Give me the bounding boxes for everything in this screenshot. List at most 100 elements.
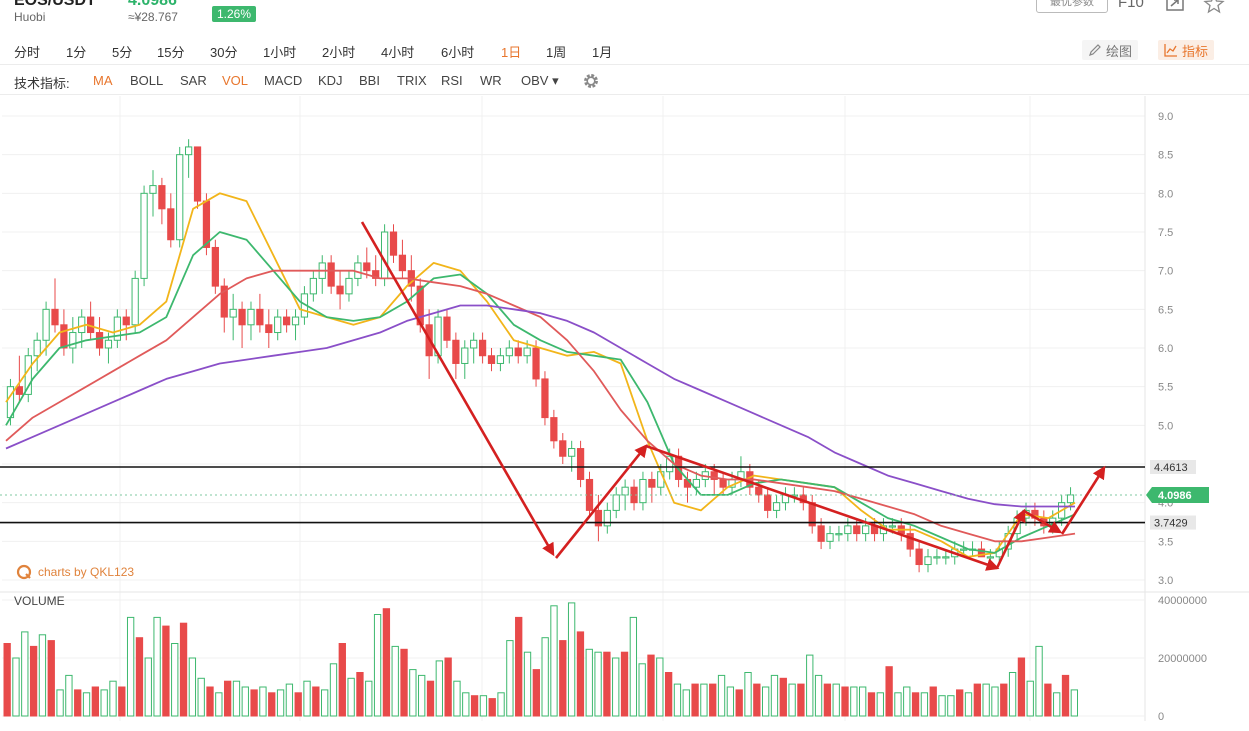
timeframe-tab[interactable]: 分时 — [14, 45, 41, 60]
volume-bar — [444, 657, 452, 717]
timeframe-tab[interactable]: 1月 — [592, 45, 613, 60]
volume-bar — [391, 645, 399, 717]
volume-bar — [171, 643, 179, 717]
best-params-button[interactable]: 最优参数 — [1036, 0, 1108, 13]
indicator-tab[interactable]: VOL — [222, 73, 249, 88]
candle-body — [924, 556, 932, 566]
f10-button[interactable]: F10 — [1118, 0, 1144, 11]
indicator-tab[interactable]: BOLL — [130, 73, 164, 88]
volume-bar — [1070, 689, 1078, 717]
candle-body — [514, 347, 522, 357]
star-icon[interactable] — [1203, 0, 1225, 14]
exchange-name: Huobi — [14, 10, 46, 24]
timeframe-tab[interactable]: 4小时 — [381, 45, 415, 60]
indicator-tab[interactable]: MA — [93, 73, 113, 88]
candle-body — [443, 316, 451, 341]
volume-bar — [515, 616, 523, 717]
candle-body — [942, 556, 950, 559]
indicator-tab[interactable]: SAR — [180, 73, 207, 88]
timeframe-tab[interactable]: 1分 — [66, 45, 87, 60]
candle-body — [862, 525, 870, 535]
volume-bar — [929, 686, 937, 717]
candle-body — [719, 478, 727, 488]
candle-body — [764, 494, 772, 511]
volume-bar — [991, 686, 999, 717]
volume-bar — [215, 692, 223, 717]
volume-bar — [726, 686, 735, 717]
draw-label: 绘图 — [1106, 43, 1133, 59]
volume-bar — [479, 695, 488, 717]
volume-bar — [144, 657, 152, 717]
candle-body — [193, 146, 202, 202]
draw-tool-button[interactable]: 绘图 — [1082, 40, 1139, 60]
indicator-tab[interactable]: OBV ▾ — [521, 73, 559, 88]
timeframe-tab[interactable]: 1周 — [546, 45, 567, 60]
candle-body — [835, 533, 843, 536]
price-axis-tick: 5.5 — [1158, 382, 1173, 394]
volume-bar — [3, 643, 11, 717]
volume-bar — [373, 614, 382, 717]
volume-bar — [259, 686, 267, 717]
timeframe-tab[interactable]: 6小时 — [441, 45, 475, 60]
volume-bar — [303, 680, 311, 717]
price-axis-tick: 8.5 — [1158, 150, 1173, 162]
timeframe-bar: 绘图 指标 分时 1分 5分 15分 30分 1小时 2小时 4小时 6小时 1日 1周 1月 — [0, 36, 1249, 65]
volume-bar — [603, 651, 611, 717]
indicator-tab[interactable]: MACD — [264, 73, 303, 88]
candle-body — [844, 525, 852, 535]
candle-body — [336, 285, 344, 295]
volume-bar — [506, 640, 514, 717]
volume-bar — [12, 657, 20, 717]
volume-bar — [638, 663, 646, 717]
indicator-tool-button[interactable]: 指标 — [1158, 40, 1215, 60]
volume-bar — [126, 616, 135, 717]
candle-body — [291, 316, 300, 326]
timeframe-tab[interactable]: 5分 — [112, 45, 133, 60]
settings-gear-icon[interactable] — [582, 72, 600, 90]
candle-body — [612, 494, 620, 511]
volume-bar — [365, 680, 373, 717]
volume-bar — [435, 660, 443, 717]
volume-bar — [841, 686, 849, 717]
change-badge: 1.26% — [212, 6, 257, 22]
volume-bar — [276, 689, 285, 717]
timeframe-tab[interactable]: 1日 — [501, 45, 522, 60]
indicator-tab[interactable]: TRIX — [397, 73, 427, 88]
candle-body — [274, 316, 282, 334]
timeframe-tab[interactable]: 2小时 — [322, 45, 356, 60]
volume-bar — [700, 683, 708, 717]
ma-line-ma5 — [5, 192, 1076, 558]
volume-bar — [982, 683, 990, 717]
candle-body — [122, 316, 130, 326]
volume-bar — [903, 686, 911, 717]
volume-bar — [894, 692, 902, 717]
candlestick-chart[interactable]: 9.08.58.07.57.06.56.05.55.04.54.03.53.04… — [0, 96, 1249, 731]
indicator-tab[interactable]: BBI — [359, 73, 380, 88]
candle-body — [915, 548, 923, 566]
timeframe-tab[interactable]: 1小时 — [263, 45, 297, 60]
candle-body — [772, 502, 781, 511]
indicator-tab[interactable]: WR — [480, 73, 502, 88]
candle-body — [603, 509, 611, 527]
current-price-tag — [1146, 487, 1209, 504]
candle-body — [933, 556, 941, 559]
volume-bar — [744, 672, 752, 717]
volume-bar — [964, 692, 973, 717]
indicator-tab[interactable]: KDJ — [318, 73, 343, 88]
volume-bar — [585, 648, 593, 717]
volume-bar — [867, 692, 876, 717]
watermark-text: charts by QKL123 — [38, 565, 135, 579]
fullscreen-icon[interactable] — [1164, 0, 1186, 14]
timeframe-tab[interactable]: 30分 — [210, 45, 238, 60]
volume-bar — [356, 672, 364, 717]
volume-bar — [691, 683, 699, 717]
candle-body — [1066, 494, 1075, 504]
indicator-tab[interactable]: RSI — [441, 73, 463, 88]
price-axis-tick: 5.0 — [1158, 420, 1173, 432]
level-label-bg — [1150, 459, 1196, 474]
candle-body — [541, 378, 549, 419]
trend-arrow — [360, 221, 555, 557]
timeframe-tab[interactable]: 15分 — [157, 45, 185, 60]
volume-bar — [497, 692, 505, 717]
volume-bar — [938, 695, 946, 717]
